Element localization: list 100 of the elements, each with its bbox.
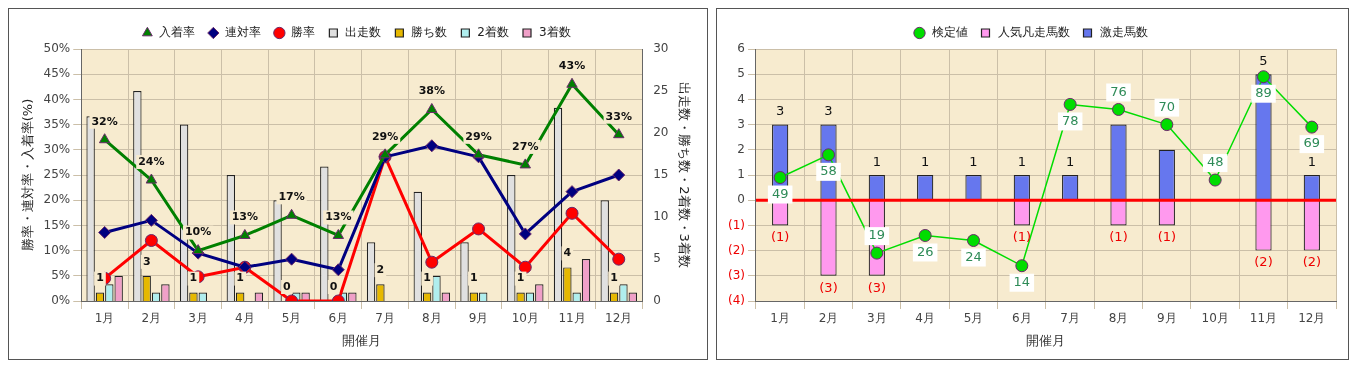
data-label: 49	[771, 185, 789, 201]
x-tick-label: 11月	[1249, 311, 1278, 326]
y-tick-label: (3)	[728, 267, 745, 282]
data-label: (1)	[770, 229, 790, 245]
data-label: 27%	[512, 139, 539, 153]
x-tick-label: 12月	[1298, 311, 1326, 326]
y-tick-label: 30%	[43, 141, 71, 156]
y-tick-label: 15%	[43, 217, 71, 232]
x-axis-title: 開催月	[1026, 332, 1066, 348]
data-label: 13%	[231, 210, 259, 224]
data-label: 3	[142, 254, 151, 268]
x-tick-label: 1月	[94, 311, 115, 326]
y-tick-label: 2	[737, 141, 745, 156]
y-tick-label: 5%	[51, 267, 71, 282]
x-tick-label: 1月	[770, 311, 790, 326]
y-tick-label: 10%	[43, 242, 71, 257]
data-label: 0	[283, 279, 292, 293]
data-label: 1	[96, 271, 104, 285]
x-tick-label: 8月	[421, 311, 442, 326]
data-label: 2	[376, 263, 385, 277]
legend-label: 入着率	[159, 25, 196, 40]
data-label: (1)	[1109, 229, 1128, 245]
x-tick-label: 8月	[1108, 311, 1129, 326]
data-label: 32%	[91, 114, 118, 128]
legend-label: 勝率	[291, 25, 316, 40]
y-tick-label: (2)	[728, 242, 745, 257]
y2-tick-label: 20	[653, 125, 669, 140]
data-label: 33%	[605, 109, 632, 123]
x-tick-label: 9月	[468, 311, 489, 326]
data-label: 1	[1307, 153, 1316, 169]
x-tick-label: 3月	[188, 311, 208, 326]
data-label: 19	[868, 227, 886, 243]
data-label: 69	[1303, 135, 1321, 151]
y-tick-label: 50%	[43, 41, 71, 56]
x-tick-label: 2月	[141, 311, 162, 326]
data-label: 58	[820, 163, 837, 179]
data-label: (1)	[1012, 229, 1032, 245]
y2-tick-label: 10	[653, 209, 669, 224]
y-tick-label: 45%	[43, 66, 71, 81]
y-tick-label: 6	[737, 41, 745, 56]
x-tick-label: 11月	[558, 311, 586, 326]
y-tick-label: 35%	[43, 116, 71, 131]
y2-tick-label: 25	[653, 83, 669, 98]
data-label: 43%	[558, 59, 586, 73]
y-tick-label: (1)	[728, 217, 745, 232]
y-axis-title: 勝率・連対率・入着率(%)	[20, 98, 36, 252]
legend-label: 人気凡走馬数	[997, 25, 1070, 40]
y-tick-label: (4)	[728, 293, 745, 308]
data-label: 17%	[278, 190, 305, 204]
data-label: 26	[916, 243, 934, 259]
x-tick-label: 6月	[328, 311, 349, 326]
data-label: 1	[969, 153, 978, 169]
x-tick-label: 2月	[818, 311, 839, 326]
y-tick-label: 5	[737, 66, 745, 81]
legend-label: 勝ち数	[411, 25, 448, 40]
y-tick-label: 25%	[43, 167, 71, 182]
x-tick-label: 10月	[1201, 311, 1229, 326]
data-label: 24%	[138, 154, 165, 168]
data-label: (1)	[1157, 229, 1177, 245]
data-label: 29%	[465, 129, 492, 143]
y2-axis-title: 出走数・勝ち数・2着数・3着数	[676, 82, 692, 268]
x-tick-label: 7月	[375, 311, 395, 326]
y-tick-label: 3	[737, 116, 745, 131]
data-label: 13%	[325, 210, 352, 224]
y2-tick-label: 0	[653, 293, 661, 308]
data-label: 38%	[418, 84, 445, 98]
legend-label: 2着数	[477, 25, 510, 40]
data-label: 1	[470, 271, 478, 285]
legend-label: 検定値	[931, 25, 968, 40]
data-label: 4	[563, 246, 572, 260]
data-label: 76	[1110, 83, 1127, 99]
y-tick-label: 20%	[43, 192, 71, 207]
data-label: 1	[236, 271, 245, 285]
x-tick-label: 12月	[605, 311, 633, 326]
legend-label: 激走馬数	[1099, 25, 1148, 40]
data-label: (3)	[819, 279, 838, 295]
data-label: 10%	[184, 225, 212, 239]
x-tick-label: 7月	[1060, 311, 1080, 326]
data-label: 1	[1066, 153, 1075, 169]
y2-tick-label: 30	[653, 41, 669, 56]
data-label: 24	[965, 248, 982, 264]
y-tick-label: 0%	[51, 293, 71, 308]
y-tick-label: 1	[737, 167, 745, 182]
data-label: (2)	[1302, 254, 1322, 270]
data-label: (2)	[1254, 254, 1273, 270]
x-tick-label: 5月	[281, 311, 302, 326]
data-label: 1	[1017, 153, 1026, 169]
data-label: 89	[1255, 85, 1272, 101]
legend-label: 連対率	[225, 25, 262, 40]
data-label: 0	[329, 279, 338, 293]
data-label: 29%	[371, 129, 399, 143]
y-tick-label: 0	[737, 192, 745, 207]
data-label: 70	[1158, 98, 1176, 114]
data-label: 1	[610, 271, 618, 285]
y-tick-label: 4	[737, 91, 745, 106]
data-label: 3	[776, 103, 785, 119]
x-tick-label: 4月	[235, 311, 255, 326]
y-tick-label: 40%	[43, 91, 71, 106]
data-label: 48	[1206, 154, 1224, 170]
legend-label: 3着数	[539, 25, 571, 40]
